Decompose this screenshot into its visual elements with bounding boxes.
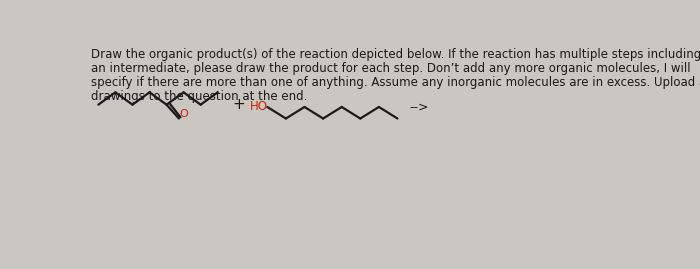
Text: Draw the organic product(s) of the reaction depicted below. If the reaction has : Draw the organic product(s) of the react… xyxy=(92,48,700,61)
Text: HO: HO xyxy=(251,100,268,114)
Text: an intermediate, please draw the product for each step. Don’t add any more organ: an intermediate, please draw the product… xyxy=(92,62,691,75)
Text: drawings to the question at the end.: drawings to the question at the end. xyxy=(92,90,308,103)
Text: specify if there are more than one of anything. Assume any inorganic molecules a: specify if there are more than one of an… xyxy=(92,76,700,89)
Text: O: O xyxy=(180,109,188,119)
Text: +: + xyxy=(232,97,245,112)
Text: -->: --> xyxy=(409,100,428,114)
